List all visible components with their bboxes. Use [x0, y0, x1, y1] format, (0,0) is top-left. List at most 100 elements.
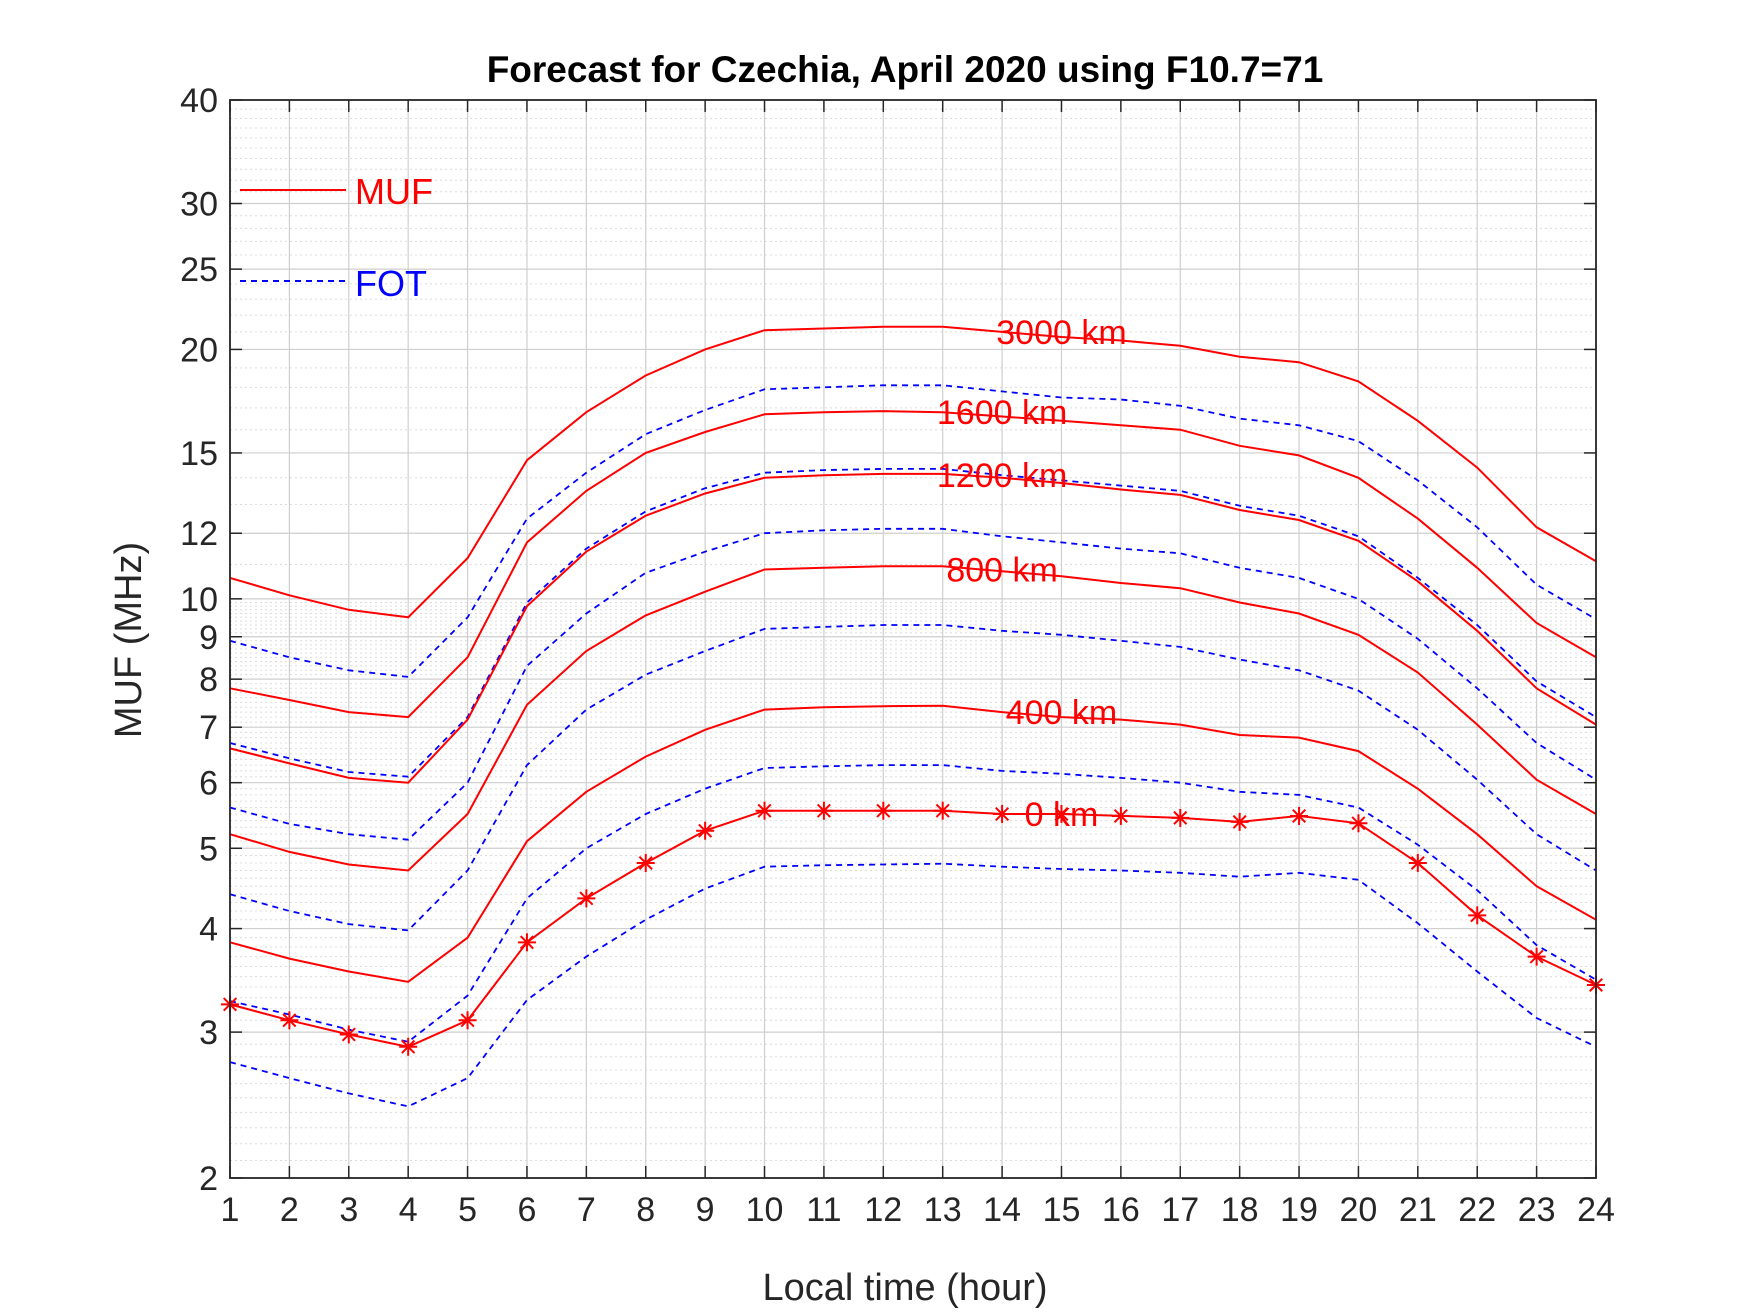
y-tick-label: 3 — [199, 1014, 218, 1052]
data-marker — [1052, 804, 1071, 823]
data-marker — [696, 821, 715, 840]
data-marker — [1527, 947, 1546, 966]
y-tick-label: 4 — [199, 911, 218, 949]
y-tick-label: 9 — [199, 619, 218, 657]
muf-series-line — [229, 410, 1597, 719]
x-tick-label: 17 — [1161, 1191, 1199, 1229]
x-tick-label: 6 — [517, 1191, 536, 1229]
y-tick-label: 12 — [180, 515, 218, 553]
marker-stroke — [1232, 814, 1247, 829]
data-marker — [517, 933, 536, 952]
data-marker — [933, 801, 952, 820]
y-tick-label: 25 — [180, 251, 218, 289]
marker-stroke — [698, 823, 713, 838]
x-tick-label: 12 — [864, 1191, 902, 1229]
series-distance-label: 400 km — [1006, 694, 1118, 732]
y-tick-label: 2 — [199, 1160, 218, 1198]
x-tick-label: 23 — [1518, 1191, 1556, 1229]
x-tick-label: 10 — [746, 1191, 784, 1229]
x-tick-label: 15 — [1043, 1191, 1081, 1229]
marker-stroke — [995, 806, 1010, 821]
x-tick-label: 11 — [806, 1191, 841, 1229]
x-tick-label: 1 — [221, 1191, 240, 1229]
marker-stroke — [519, 935, 534, 950]
y-tick-label: 6 — [199, 765, 218, 803]
y-tick-label: 8 — [199, 661, 218, 699]
marker-stroke — [401, 1039, 416, 1054]
y-tick-label: 15 — [180, 435, 218, 473]
y-tick-label: 20 — [180, 331, 218, 369]
marker-stroke — [1410, 855, 1425, 870]
data-marker — [1408, 853, 1427, 872]
marker-stroke — [1054, 806, 1069, 821]
muf-series-line — [229, 325, 1597, 619]
y-tick-label: 7 — [199, 709, 218, 747]
fot-series-line — [229, 764, 1597, 1043]
data-marker — [636, 853, 655, 872]
data-marker — [458, 1011, 477, 1030]
marker-stroke — [341, 1027, 356, 1042]
x-tick-label: 2 — [280, 1191, 299, 1229]
y-tick-label: 10 — [180, 581, 218, 619]
marker-stroke — [282, 1013, 297, 1028]
fot-series-line — [229, 384, 1597, 678]
x-axis-label: Local time (hour) — [762, 1267, 1047, 1309]
marker-stroke — [579, 891, 594, 906]
series-labels: 3000 km 1600 km 1200 km 800 km 400 km 0 km — [937, 314, 1127, 834]
marker-stroke — [876, 803, 891, 818]
x-tick-label: 20 — [1340, 1191, 1378, 1229]
marker-stroke — [757, 803, 772, 818]
fot-series-line — [229, 527, 1597, 841]
fot-series-line — [229, 467, 1597, 778]
x-tick-label: 21 — [1399, 1191, 1437, 1229]
series-distance-label: 0 km — [1025, 796, 1099, 834]
data-marker — [339, 1025, 358, 1044]
legend-fot-label: FOT — [355, 263, 427, 304]
x-tick-label: 4 — [399, 1191, 418, 1229]
y-tick-label: 30 — [180, 186, 218, 224]
series-distance-label: 1200 km — [937, 457, 1067, 495]
x-tick-label: 16 — [1102, 1191, 1140, 1229]
muf-series-line — [229, 472, 1597, 784]
data-marker — [993, 804, 1012, 823]
y-axis-label: MUF (MHz) — [108, 542, 150, 738]
data-marker — [280, 1011, 299, 1030]
marker-stroke — [638, 855, 653, 870]
data-marker — [755, 801, 774, 820]
x-tick-label: 3 — [339, 1191, 358, 1229]
data-marker — [1230, 812, 1249, 831]
marker-stroke — [1292, 808, 1307, 823]
series-distance-label: 3000 km — [996, 314, 1126, 352]
legend: MUF FOT — [240, 171, 433, 304]
x-tick-label: 5 — [458, 1191, 477, 1229]
series-distance-label: 800 km — [946, 551, 1058, 589]
x-tick-label: 7 — [577, 1191, 596, 1229]
y-tick-label: 40 — [180, 82, 218, 120]
x-tick-label: 14 — [983, 1191, 1021, 1229]
x-tick-label: 22 — [1458, 1191, 1496, 1229]
data-marker — [1468, 906, 1487, 925]
data-marker — [1111, 806, 1130, 825]
data-marker — [1349, 814, 1368, 833]
marker-stroke — [935, 803, 950, 818]
fot-series-line — [229, 624, 1597, 932]
chart-title: Forecast for Czechia, April 2020 using F… — [487, 49, 1324, 90]
marker-stroke — [1113, 808, 1128, 823]
muf-series-line — [229, 809, 1597, 1048]
data-marker — [577, 889, 596, 908]
legend-muf-label: MUF — [355, 171, 433, 212]
series-distance-label: 1600 km — [937, 394, 1067, 432]
x-tick-label: 9 — [696, 1191, 715, 1229]
plot-frame — [229, 99, 1597, 1179]
data-marker — [1290, 806, 1309, 825]
data-marker — [874, 801, 893, 820]
data-marker — [399, 1037, 418, 1056]
marker-stroke — [1351, 816, 1366, 831]
marker-stroke — [1470, 908, 1485, 923]
x-tick-label: 13 — [924, 1191, 962, 1229]
marker-stroke — [460, 1013, 475, 1028]
data-marker — [814, 801, 833, 820]
x-tick-label: 24 — [1577, 1191, 1615, 1229]
